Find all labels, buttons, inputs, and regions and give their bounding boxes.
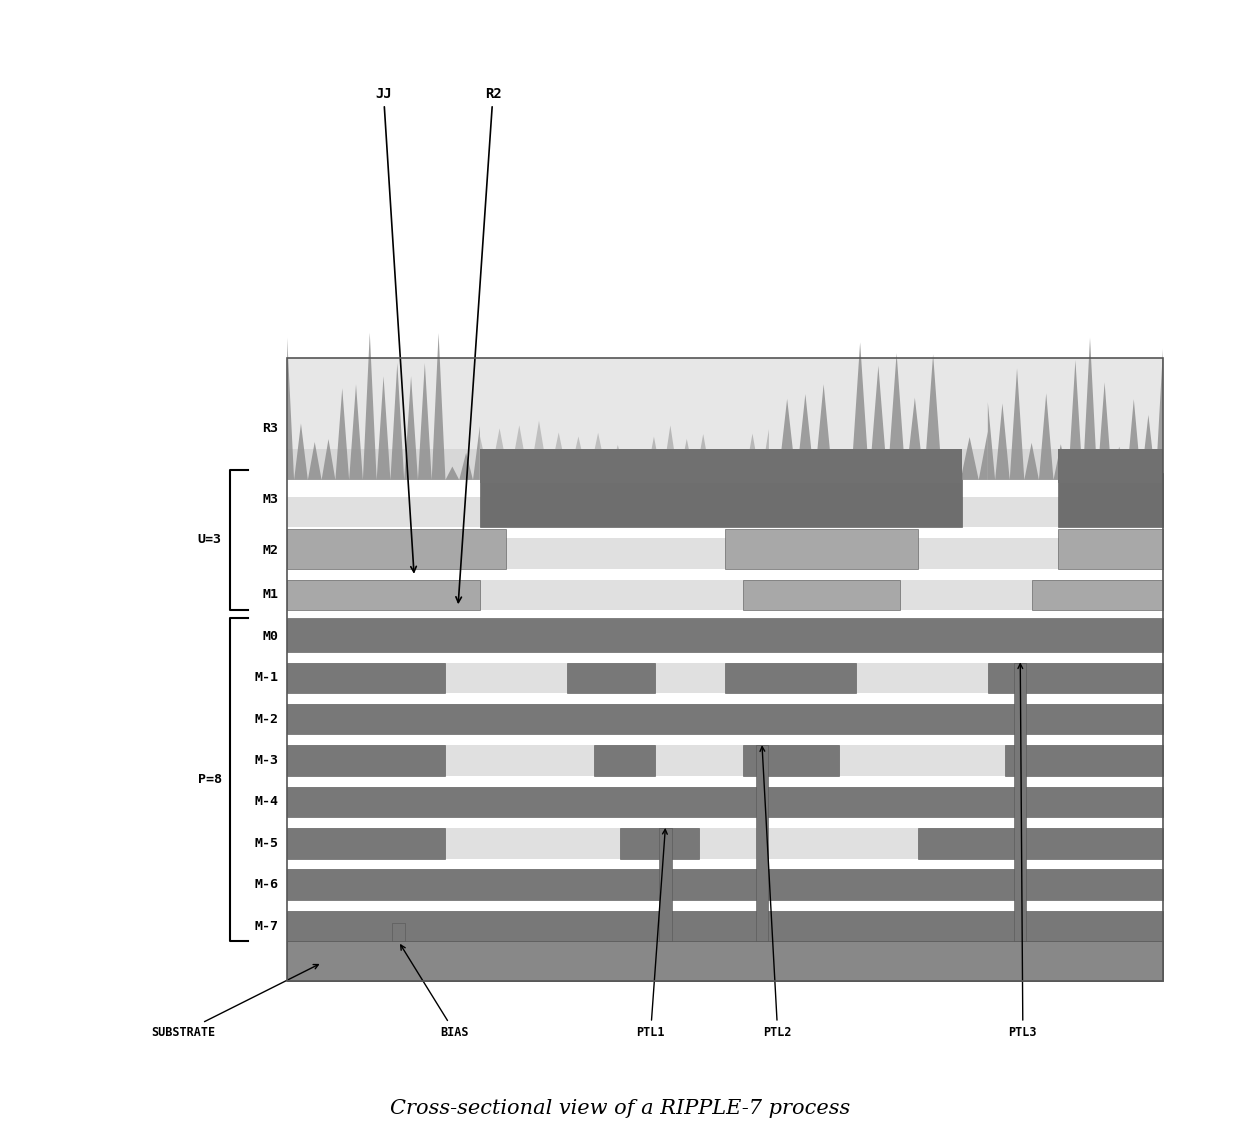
Text: M1: M1 [263,588,279,602]
Polygon shape [480,421,637,480]
Bar [288,618,1163,652]
Text: M0: M0 [263,629,279,643]
Bar [288,358,1163,480]
Text: R2: R2 [456,88,501,603]
Bar [480,473,961,528]
Bar [288,911,1163,942]
Text: SUBSTRATE: SUBSTRATE [151,964,319,1039]
Bar [288,787,1163,817]
Bar [288,538,1163,569]
Text: PTL2: PTL2 [760,747,792,1039]
Text: JJ: JJ [376,88,417,572]
Text: Cross-sectional view of a RIPPLE-7 process: Cross-sectional view of a RIPPLE-7 proce… [389,1099,851,1118]
Text: M3: M3 [263,494,279,506]
Bar [288,580,1163,610]
Text: BIAS: BIAS [401,945,469,1039]
Bar [743,746,839,775]
Bar [288,529,506,569]
Bar [288,703,1163,734]
Text: M-6: M-6 [254,878,279,891]
Bar [480,449,961,483]
Bar [288,870,1163,899]
Bar [288,580,480,610]
Polygon shape [637,425,769,480]
Text: U=3: U=3 [197,534,222,546]
Text: R3: R3 [263,422,279,434]
Text: PTL1: PTL1 [636,830,667,1039]
Text: M2: M2 [263,544,279,557]
Bar [288,746,445,775]
Bar [288,662,1163,693]
Bar [568,662,655,693]
Text: P=8: P=8 [197,773,222,787]
Bar [660,828,672,942]
Bar [288,746,1163,775]
Bar [288,703,1163,734]
Bar [288,942,1163,980]
Bar [725,529,918,569]
Text: M-5: M-5 [254,837,279,849]
Bar [288,870,1163,899]
Bar [1058,449,1163,483]
Polygon shape [288,333,480,480]
Bar [288,449,1163,480]
Bar [743,580,900,610]
Bar [392,923,404,942]
Bar [288,662,445,693]
Text: M-1: M-1 [254,671,279,684]
Bar [1032,580,1163,610]
Bar [1006,746,1163,775]
Bar [288,911,1163,942]
Bar [755,746,768,942]
Text: M-3: M-3 [254,754,279,767]
Polygon shape [988,337,1163,480]
Bar [288,787,1163,817]
Bar [594,746,655,775]
Text: PTL3: PTL3 [1008,663,1037,1039]
Bar [725,662,857,693]
Bar [620,828,699,858]
Polygon shape [769,342,988,480]
Bar [288,358,1163,980]
Text: M-2: M-2 [254,712,279,726]
Bar [988,662,1163,693]
Text: M-4: M-4 [254,796,279,808]
Bar [1058,473,1163,528]
Bar [288,828,1163,858]
Bar [288,497,1163,528]
Bar [1058,529,1163,569]
Text: M-7: M-7 [254,920,279,933]
Bar [288,828,445,858]
Bar [288,621,1163,652]
Bar [918,828,1163,858]
Bar [1014,662,1027,942]
